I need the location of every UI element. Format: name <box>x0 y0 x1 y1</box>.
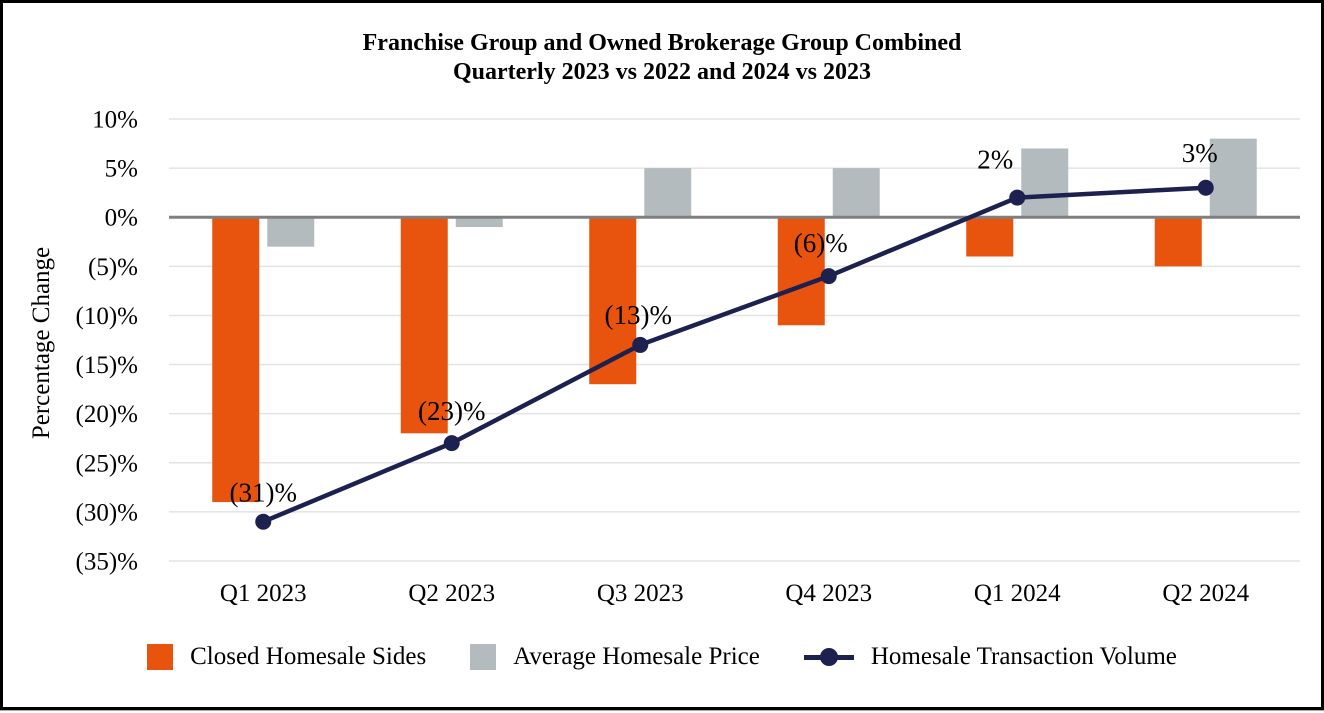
x-category-label: Q2 2024 <box>1162 580 1249 607</box>
chart-title-block: Franchise Group and Owned Brokerage Grou… <box>3 29 1321 87</box>
legend-label: Closed Homesale Sides <box>190 643 427 670</box>
chart-subtitle: Quarterly 2023 vs 2022 and 2024 vs 2023 <box>452 59 871 85</box>
gridlines <box>169 118 1300 562</box>
point-label: 3% <box>1182 138 1218 168</box>
bar-closed-homesale-sides <box>212 217 260 503</box>
bar-average-homesale-price <box>1021 148 1069 218</box>
chart-title: Franchise Group and Owned Brokerage Grou… <box>362 30 962 56</box>
y-tick-label: 5% <box>105 156 138 183</box>
point-label: 2% <box>977 145 1013 175</box>
y-tick-label: (5)% <box>88 254 138 281</box>
line-marker <box>820 268 837 285</box>
legend: Closed Homesale Sides Average Homesale Pr… <box>3 643 1321 671</box>
y-tick-label: (10)% <box>76 303 138 330</box>
bar-average-homesale-price <box>1209 138 1257 218</box>
y-axis-title: Percentage Change <box>28 247 55 439</box>
x-category-label: Q2 2023 <box>408 580 495 607</box>
y-tick-label: 0% <box>105 205 138 232</box>
legend-line-marker-icon <box>803 644 854 670</box>
point-label: (6)% <box>794 228 848 258</box>
y-tick-label: 10% <box>92 107 138 134</box>
legend-dot-icon <box>819 648 838 666</box>
x-category-label: Q4 2023 <box>785 580 872 607</box>
line-marker <box>255 513 272 530</box>
legend-swatch-icon <box>470 644 497 670</box>
point-labels: (31)% (23)% (13)% (6)% 2% 3% <box>230 138 1218 508</box>
legend-swatch-icon <box>147 644 174 670</box>
y-tick-label: (35)% <box>76 548 138 575</box>
plot-area: Percentage Change (31)% (23)% (13)% (6)% 2% 3… <box>28 107 1300 607</box>
legend-item-homesale-transaction-volume: Homesale Transaction Volume <box>803 643 1177 671</box>
bar-closed-homesale-sides <box>589 217 637 385</box>
legend-item-average-homesale-price: Average Homesale Price <box>470 643 760 671</box>
bar-average-homesale-price <box>644 168 692 218</box>
y-tick-label: (15)% <box>76 352 138 379</box>
line-marker <box>632 336 649 353</box>
legend-label: Average Homesale Price <box>513 643 760 670</box>
line-marker <box>443 435 460 452</box>
y-axis-tick-labels: 10% 5% 0% (5)% (10)% (15)% (20)% (25)% (30)% (35)… <box>76 107 138 576</box>
bar-average-homesale-price <box>455 217 503 228</box>
x-category-label: Q1 2023 <box>220 580 307 607</box>
x-axis-category-labels: Q1 2023 Q2 2023 Q3 2023 Q4 2023 Q1 2024 Q2 20… <box>220 580 1250 607</box>
line-marker <box>1197 179 1214 196</box>
bar-average-homesale-price <box>832 168 880 218</box>
bar-average-homesale-price <box>267 217 315 247</box>
x-category-label: Q1 2024 <box>974 580 1061 607</box>
bar-closed-homesale-sides <box>1154 217 1202 267</box>
y-tick-label: (30)% <box>76 499 138 526</box>
y-tick-label: (25)% <box>76 450 138 477</box>
y-tick-label: (20)% <box>76 401 138 428</box>
bar-series <box>212 138 1257 503</box>
legend-label: Homesale Transaction Volume <box>870 643 1177 670</box>
line-marker <box>1009 189 1026 206</box>
legend-item-closed-homesale-sides: Closed Homesale Sides <box>147 643 426 671</box>
bar-closed-homesale-sides <box>777 217 825 326</box>
x-category-label: Q3 2023 <box>597 580 684 607</box>
point-label: (31)% <box>230 478 297 508</box>
line-series <box>255 179 1214 530</box>
homesale-transaction-volume-line <box>261 185 1208 524</box>
point-label: (23)% <box>418 396 485 426</box>
bar-closed-homesale-sides <box>400 217 448 434</box>
bar-closed-homesale-sides <box>966 217 1014 257</box>
point-label: (13)% <box>605 300 672 330</box>
